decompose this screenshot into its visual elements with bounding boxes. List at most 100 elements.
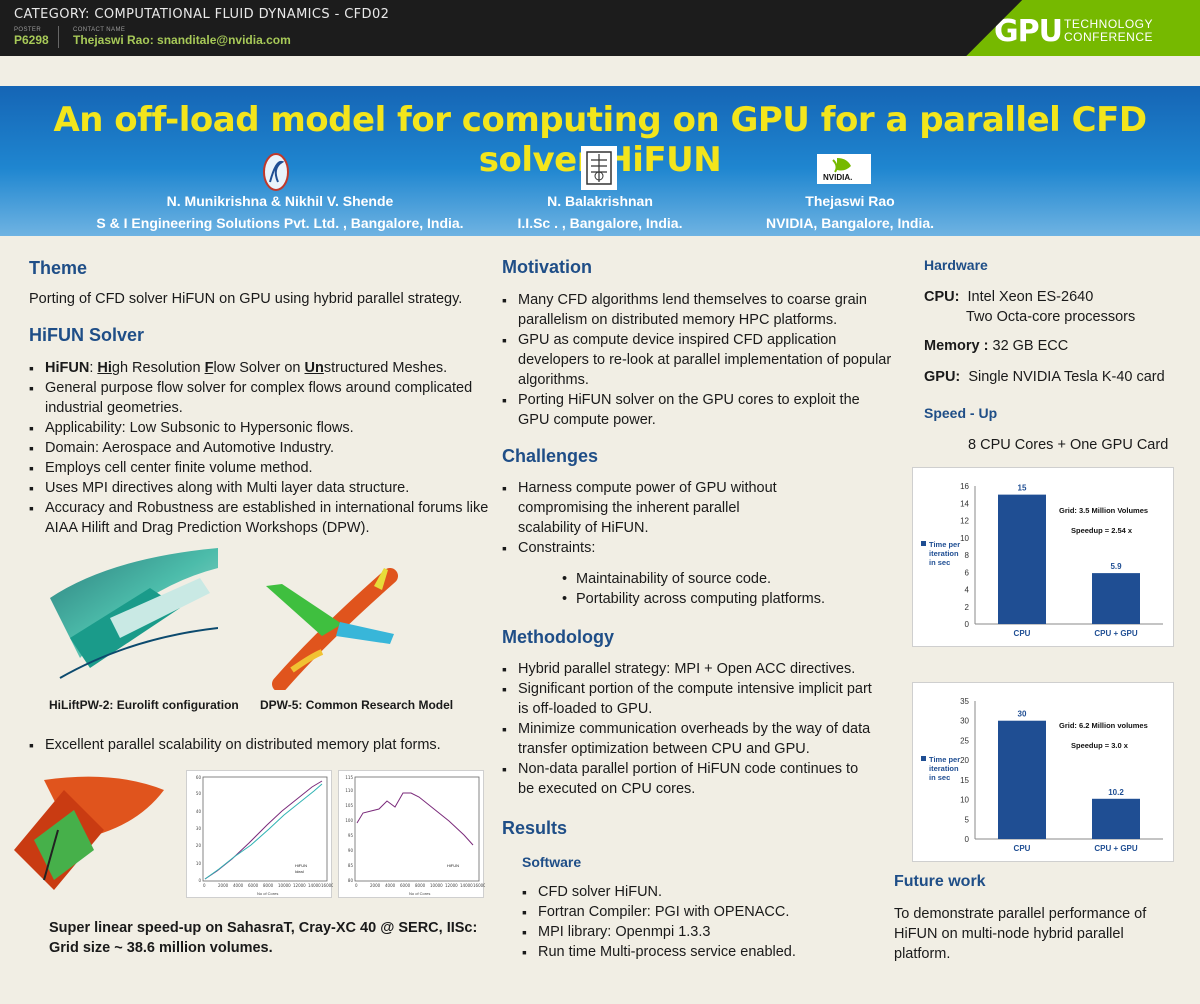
hifun-bullet: Applicability: Low Subsonic to Hypersoni… xyxy=(29,418,497,438)
author-block-3: Thejaswi Rao NVIDIA, Bangalore, India. xyxy=(730,190,970,234)
efficiency-scaling-chart: 0 2000 4000 6000 8000 10000 12000 14000 … xyxy=(338,770,486,898)
right-y-tick: 105 xyxy=(345,803,353,808)
hardware-memory: Memory : 32 GB ECC xyxy=(924,336,1068,356)
cpu-value-2: Two Octa-core processors xyxy=(966,309,1136,325)
future-work-heading: Future work xyxy=(894,873,986,890)
poster-label: POSTER xyxy=(14,27,42,33)
right-x-tick: 8000 xyxy=(415,883,426,888)
memory-value: 32 GB ECC xyxy=(992,338,1069,354)
y-tick-label: 25 xyxy=(960,736,969,745)
chart-annotation-speedup: Speedup = 3.0 x xyxy=(1071,741,1129,750)
bar-value-label: 5.9 xyxy=(1110,562,1122,571)
y-tick-label: 10 xyxy=(960,796,969,805)
hifun-bullet: Uses MPI directives along with Multi lay… xyxy=(29,478,497,498)
right-x-tick: 12000 xyxy=(445,883,458,888)
y-tick-label: 2 xyxy=(965,603,970,612)
motivation-bullet: Porting HiFUN solver on the GPU cores to… xyxy=(502,390,892,430)
left-legend-ideal: Ideal xyxy=(295,869,304,874)
right-y-tick: 90 xyxy=(348,848,354,853)
challenges-bullet: Constraints: xyxy=(502,538,792,558)
gtc-logo-text: TECHNOLOGY CONFERENCE xyxy=(1064,18,1153,44)
gpu-label: GPU: xyxy=(924,369,961,385)
bar xyxy=(998,720,1046,839)
superlinear-line-2: Grid size ~ 38.6 million volumes. xyxy=(49,940,273,956)
theme-heading: Theme xyxy=(29,258,88,278)
memory-label: Memory : xyxy=(924,338,989,354)
right-x-tick: 16000 xyxy=(473,883,485,888)
category-label: CATEGORY: COMPUTATIONAL FLUID DYNAMICS -… xyxy=(14,7,390,22)
left-y-tick: 10 xyxy=(196,861,202,866)
legend-swatch xyxy=(921,756,926,761)
right-y-tick: 95 xyxy=(348,833,354,838)
scalability-bullet: Excellent parallel scalability on distri… xyxy=(29,735,497,755)
left-y-tick: 20 xyxy=(196,843,202,848)
gtc-logo-line2: CONFERENCE xyxy=(1064,30,1154,44)
hifun-heading: HiFUN Solver xyxy=(29,325,145,345)
legend-label: Time per xyxy=(929,540,960,549)
author-org-1: S & I Engineering Solutions Pvt. Ltd. , … xyxy=(96,215,464,231)
right-x-label: No of Cores xyxy=(409,891,430,896)
left-x-tick: 12000 xyxy=(293,883,306,888)
right-x-tick: 14000 xyxy=(460,883,473,888)
y-tick-label: 10 xyxy=(960,534,969,543)
bar-value-label: 30 xyxy=(1018,710,1027,719)
superlinear-caption: Super linear speed-up on SahasraT, Cray-… xyxy=(49,918,477,958)
right-hifun-line xyxy=(356,792,474,846)
motivation-bullet: GPU as compute device inspired CFD appli… xyxy=(502,330,892,390)
y-tick-label: 8 xyxy=(965,551,970,560)
challenges-bullets: Harness compute power of GPU without com… xyxy=(502,478,792,558)
methodology-bullets: Hybrid parallel strategy: MPI + Open ACC… xyxy=(502,659,872,799)
y-tick-label: 35 xyxy=(960,697,969,706)
right-y-tick: 115 xyxy=(345,775,353,780)
software-bullet: CFD solver HiFUN. xyxy=(522,882,882,902)
y-tick-label: 0 xyxy=(965,620,970,629)
x-tick-label: CPU + GPU xyxy=(1094,844,1138,853)
left-y-tick: 50 xyxy=(196,791,202,796)
eurolift-caption: HiLiftPW-2: Eurolift configuration xyxy=(49,698,239,712)
y-tick-label: 30 xyxy=(960,717,969,726)
left-legend-hifun: HiFUN xyxy=(295,863,307,868)
methodology-bullet: Non-data parallel portion of HiFUN code … xyxy=(502,759,872,799)
legend-label: in sec xyxy=(929,773,950,782)
left-x-tick: 8000 xyxy=(263,883,274,888)
cpu-value-1: Intel Xeon ES-2640 xyxy=(967,289,1094,305)
right-x-tick: 2000 xyxy=(370,883,381,888)
right-y-tick: 85 xyxy=(348,863,354,868)
wing-contour-image xyxy=(14,770,174,898)
iisc-logo xyxy=(581,146,617,190)
right-x-tick: 10000 xyxy=(430,883,443,888)
left-ideal-line xyxy=(204,783,323,880)
speedup-bar-chart-1: 0 2 4 6 8 10 12 14 16 15 CPU 5.9 CPU + GPU Time per it… xyxy=(912,467,1174,647)
theme-text: Porting of CFD solver HiFUN on GPU using… xyxy=(29,291,463,307)
constraint-item: Portability across computing platforms. xyxy=(562,589,882,609)
chart-annotation-grid: Grid: 6.2 Million volumes xyxy=(1059,721,1148,730)
methodology-heading: Methodology xyxy=(502,627,614,647)
left-x-tick: 6000 xyxy=(248,883,259,888)
y-tick-label: 20 xyxy=(960,756,969,765)
author-names-2: N. Balakrishnan xyxy=(547,193,653,209)
author-org-2: I.I.Sc . , Bangalore, India. xyxy=(517,215,683,231)
chart-annotation-speedup: Speedup = 2.54 x xyxy=(1071,526,1133,535)
y-tick-label: 0 xyxy=(965,835,970,844)
software-bullets: CFD solver HiFUN. Fortran Compiler: PGI … xyxy=(522,882,882,962)
motivation-heading: Motivation xyxy=(502,257,592,277)
right-y-tick: 110 xyxy=(345,788,353,793)
chart-annotation-grid: Grid: 3.5 Million Volumes xyxy=(1059,506,1148,515)
right-y-tick: 80 xyxy=(348,878,354,883)
software-bullet: Run time Multi-process service enabled. xyxy=(522,942,882,962)
left-y-tick: 40 xyxy=(196,809,202,814)
y-tick-label: 14 xyxy=(960,499,969,508)
future-work-text: To demonstrate parallel performance of H… xyxy=(894,906,1147,962)
results-heading: Results xyxy=(502,818,568,838)
speedup-scaling-chart: 0 2000 4000 6000 8000 10000 12000 14000 … xyxy=(186,770,334,898)
title-band: An off-load model for computing on GPU f… xyxy=(0,86,1200,236)
left-x-tick: 4000 xyxy=(233,883,244,888)
left-x-label: No of Cores xyxy=(257,891,278,896)
x-tick-label: CPU xyxy=(1014,844,1031,853)
left-x-tick: 14000 xyxy=(308,883,321,888)
legend-label: in sec xyxy=(929,558,950,567)
software-bullet: Fortran Compiler: PGI with OPENACC. xyxy=(522,902,882,922)
bar-value-label: 15 xyxy=(1018,484,1027,493)
software-heading: Software xyxy=(522,854,582,870)
eurolift-flow-image xyxy=(50,548,219,686)
